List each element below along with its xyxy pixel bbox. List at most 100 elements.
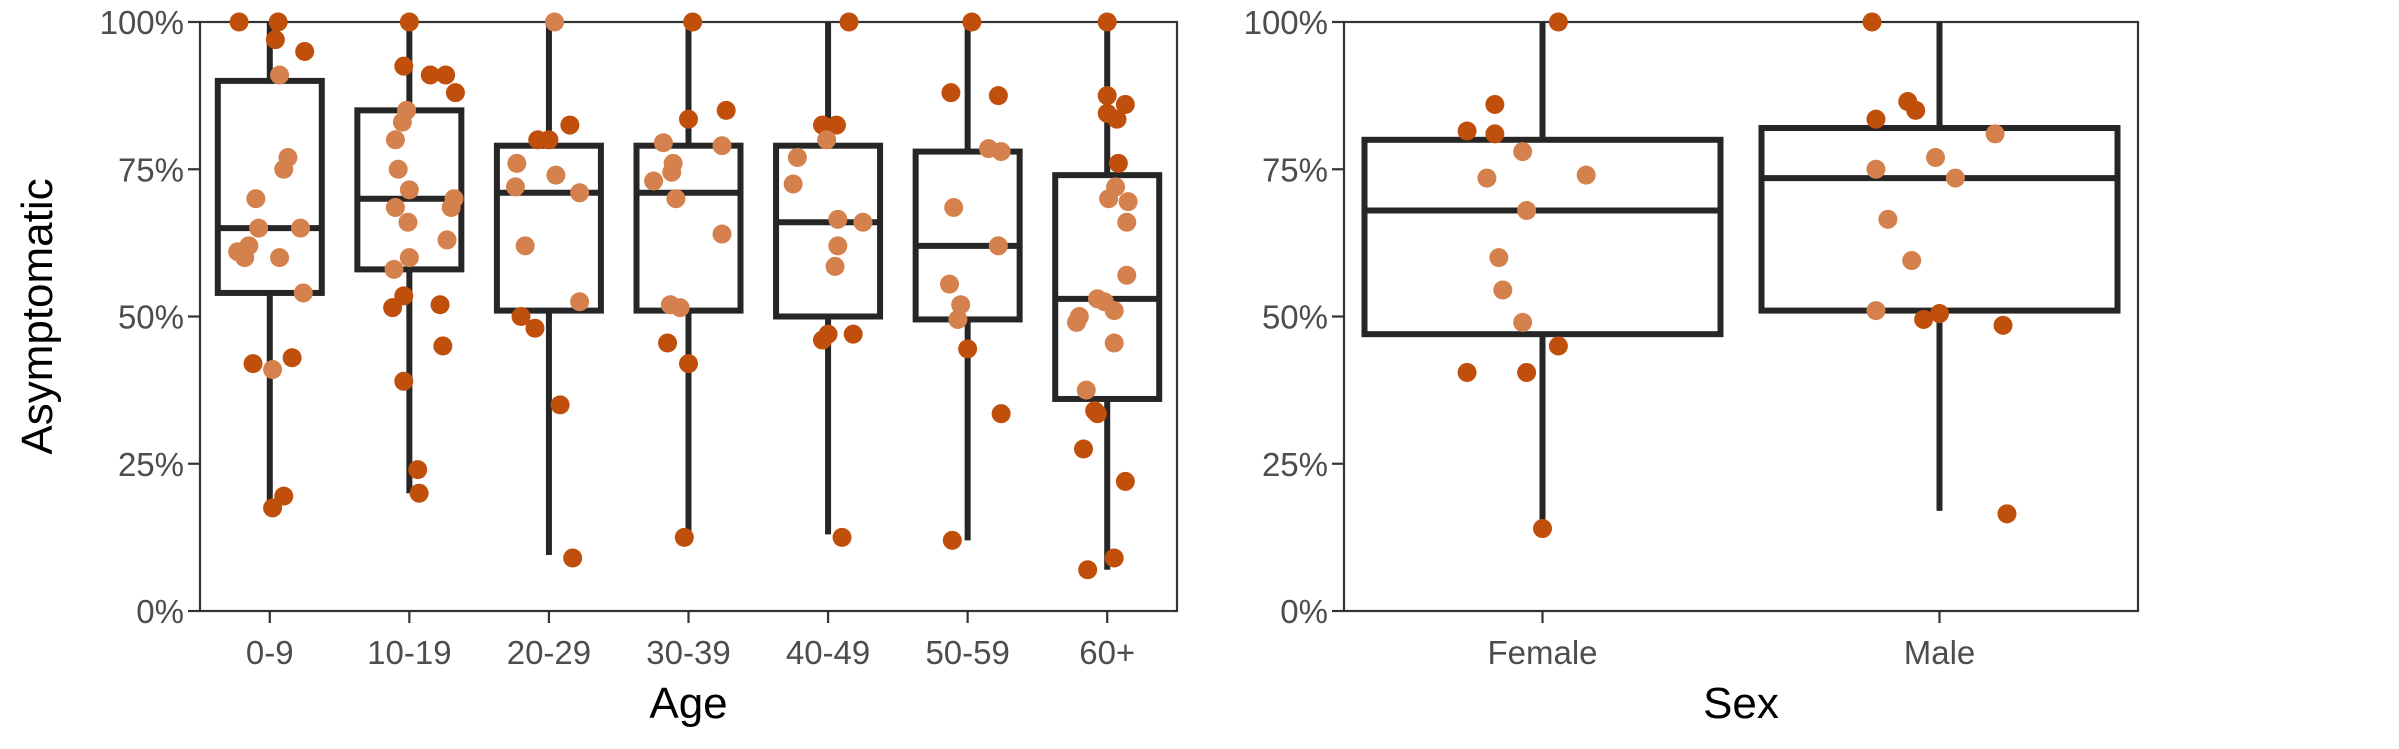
data-point-0-44 — [545, 12, 565, 32]
data-point-0-3 — [295, 41, 315, 61]
y-tick-label: 50% — [1262, 299, 1328, 336]
data-point-0-56 — [550, 395, 570, 415]
data-point-1-26 — [1930, 304, 1949, 324]
data-point-0-115 — [1067, 312, 1087, 332]
data-point-0-102 — [1115, 94, 1135, 114]
x-tick-label: 50-59 — [925, 634, 1009, 671]
data-point-1-19 — [1985, 124, 2005, 144]
data-point-0-43 — [409, 483, 429, 503]
data-point-0-33 — [398, 212, 418, 232]
data-point-0-52 — [515, 236, 535, 256]
data-point-0-59 — [716, 100, 736, 120]
data-point-0-50 — [505, 177, 525, 197]
data-point-1-20 — [1926, 147, 1946, 167]
data-point-0-60 — [679, 109, 698, 129]
data-point-0-82 — [825, 256, 845, 276]
y-tick-label: 50% — [118, 299, 184, 336]
data-point-0-29 — [399, 180, 419, 200]
data-point-0-53 — [570, 292, 590, 312]
data-point-0-109 — [1117, 212, 1137, 232]
data-point-0-93 — [988, 236, 1008, 256]
data-point-0-23 — [436, 65, 456, 85]
data-point-1-10 — [1513, 312, 1533, 332]
data-point-0-97 — [958, 339, 978, 359]
data-point-0-76 — [817, 130, 837, 150]
data-point-0-107 — [1099, 189, 1119, 209]
data-point-0-108 — [1118, 192, 1138, 212]
y-tick-label: 25% — [1262, 446, 1328, 483]
x-tick-label: 20-29 — [507, 634, 591, 671]
data-point-0-54 — [511, 307, 531, 326]
data-point-0-12 — [235, 248, 255, 268]
data-point-0-79 — [828, 209, 848, 229]
data-point-0-21 — [394, 56, 414, 76]
data-point-0-38 — [430, 295, 450, 315]
data-point-0-122 — [1104, 548, 1124, 568]
y-tick-label: 100% — [1244, 4, 1328, 41]
data-point-0-101 — [1097, 86, 1117, 106]
data-point-0-74 — [812, 115, 832, 135]
data-point-0-26 — [392, 112, 412, 132]
data-point-0-70 — [658, 333, 678, 353]
data-point-0-119 — [1087, 404, 1107, 424]
y-tick-label: 100% — [100, 4, 184, 41]
data-point-1-1 — [1485, 94, 1505, 114]
data-point-0-96 — [948, 309, 968, 329]
data-point-1-12 — [1457, 362, 1477, 382]
data-point-0-110 — [1117, 265, 1137, 285]
x-tick-label: 40-49 — [786, 634, 870, 671]
box-0-0 — [214, 77, 325, 296]
data-point-1-14 — [1533, 519, 1552, 539]
data-point-0-58 — [683, 12, 703, 32]
data-point-0-65 — [644, 171, 664, 191]
data-point-0-24 — [445, 83, 465, 103]
data-point-0-67 — [712, 224, 732, 244]
data-point-0-15 — [282, 348, 302, 368]
data-point-0-22 — [420, 65, 440, 85]
data-point-1-18 — [1866, 109, 1886, 129]
data-point-0-62 — [712, 136, 732, 156]
data-point-0-73 — [839, 12, 859, 32]
data-point-1-8 — [1489, 248, 1509, 268]
data-point-0-0 — [229, 12, 249, 32]
data-point-0-1 — [268, 12, 288, 32]
data-point-0-40 — [433, 336, 453, 356]
data-point-0-18 — [274, 486, 294, 506]
data-point-0-19 — [263, 498, 283, 518]
data-point-0-113 — [1104, 301, 1124, 321]
data-point-0-14 — [293, 283, 313, 303]
data-point-1-11 — [1548, 336, 1568, 356]
data-point-0-9 — [290, 218, 310, 238]
y-tick-label: 75% — [1262, 151, 1328, 188]
data-point-0-17 — [263, 360, 283, 380]
data-point-0-100 — [1097, 12, 1117, 32]
y-tick-label: 75% — [118, 151, 184, 188]
y-tick-label: 25% — [118, 446, 184, 483]
data-point-1-0 — [1548, 12, 1568, 32]
data-point-1-7 — [1517, 200, 1537, 220]
data-point-0-49 — [546, 165, 566, 185]
data-point-1-13 — [1517, 362, 1537, 382]
data-point-0-81 — [828, 236, 848, 256]
data-point-0-117 — [1076, 380, 1096, 400]
data-point-0-72 — [674, 527, 694, 547]
x-tick-label: 10-19 — [367, 634, 451, 671]
data-point-1-17 — [1906, 100, 1926, 120]
x-tick-label: Male — [1904, 634, 1976, 671]
box-1-0 — [1361, 136, 1724, 338]
data-point-1-4 — [1513, 142, 1533, 162]
y-axis-title: Asymptomatic — [13, 178, 62, 454]
data-point-0-51 — [570, 183, 590, 203]
y-tick-label: 0% — [136, 593, 184, 630]
data-point-0-7 — [246, 189, 266, 209]
data-point-0-95 — [951, 295, 971, 315]
data-point-0-37 — [394, 286, 414, 306]
data-point-0-13 — [270, 248, 290, 268]
x-tick-label: 60+ — [1079, 634, 1135, 671]
data-point-1-28 — [1993, 315, 2013, 335]
data-point-0-6 — [274, 159, 294, 179]
panel-border-1 — [1342, 20, 2140, 613]
data-point-0-8 — [249, 218, 269, 238]
data-point-0-121 — [1115, 471, 1135, 491]
